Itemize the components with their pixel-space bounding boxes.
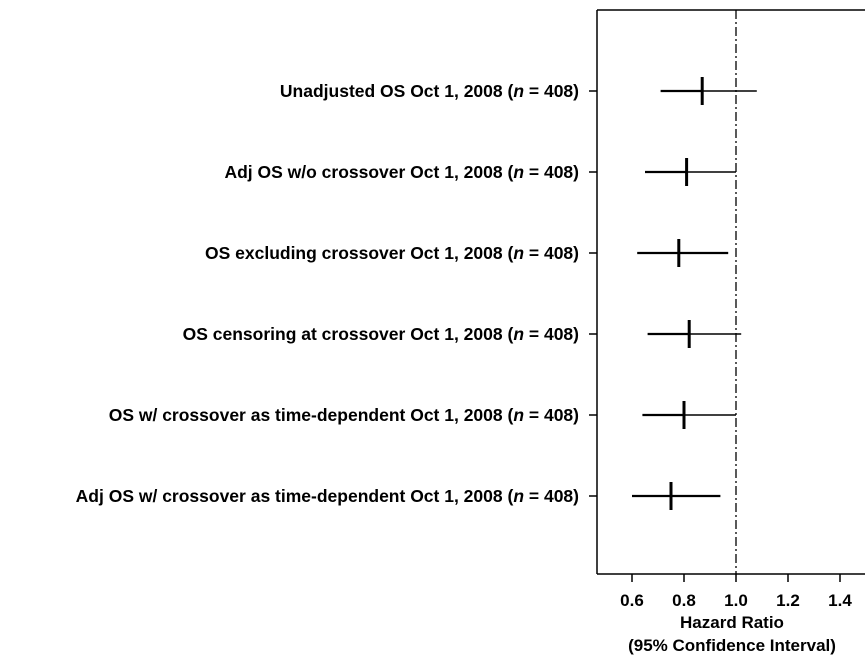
x-axis-subtitle: (95% Confidence Interval) — [628, 636, 836, 655]
forest-row: OS excluding crossover Oct 1, 2008 (n = … — [205, 239, 729, 267]
row-label-suffix: = 408) — [524, 486, 579, 506]
row-label-suffix: = 408) — [524, 405, 579, 425]
forest-row: Adj OS w/o crossover Oct 1, 2008 (n = 40… — [224, 158, 736, 186]
row-label: Unadjusted OS Oct 1, 2008 (n = 408) — [280, 81, 579, 101]
x-tick-label: 0.6 — [620, 591, 644, 610]
x-axis-title: Hazard Ratio — [680, 613, 784, 632]
row-label: Adj OS w/o crossover Oct 1, 2008 (n = 40… — [224, 162, 579, 182]
row-label-main: OS w/ crossover as time-dependent Oct 1,… — [109, 405, 514, 425]
row-label-n: n — [513, 324, 524, 344]
row-label: Adj OS w/ crossover as time-dependent Oc… — [76, 486, 579, 506]
row-label-suffix: = 408) — [524, 162, 579, 182]
forest-row: Adj OS w/ crossover as time-dependent Oc… — [76, 482, 721, 510]
row-label-suffix: = 408) — [524, 81, 579, 101]
row-label-n: n — [513, 162, 524, 182]
row-label-main: Adj OS w/ crossover as time-dependent Oc… — [76, 486, 514, 506]
row-label: OS excluding crossover Oct 1, 2008 (n = … — [205, 243, 579, 263]
row-label: OS censoring at crossover Oct 1, 2008 (n… — [183, 324, 579, 344]
row-label-main: Unadjusted OS Oct 1, 2008 ( — [280, 81, 514, 101]
row-label-n: n — [513, 243, 524, 263]
row-label-n: n — [513, 405, 524, 425]
row-label-n: n — [513, 81, 524, 101]
x-tick-label: 1.0 — [724, 591, 748, 610]
row-label: OS w/ crossover as time-dependent Oct 1,… — [109, 405, 579, 425]
x-tick-label: 1.2 — [776, 591, 800, 610]
forest-row: Unadjusted OS Oct 1, 2008 (n = 408) — [280, 77, 757, 105]
row-label-main: OS censoring at crossover Oct 1, 2008 ( — [183, 324, 514, 344]
forest-row: OS w/ crossover as time-dependent Oct 1,… — [109, 401, 736, 429]
forest-row: OS censoring at crossover Oct 1, 2008 (n… — [183, 320, 742, 348]
x-axis: 0.6 0.8 1.0 1.2 1.4 — [620, 574, 852, 610]
row-label-main: Adj OS w/o crossover Oct 1, 2008 ( — [224, 162, 513, 182]
row-label-n: n — [513, 486, 524, 506]
x-tick-label: 1.4 — [828, 591, 852, 610]
plot-frame — [596, 9, 865, 575]
row-label-suffix: = 408) — [524, 243, 579, 263]
row-label-suffix: = 408) — [524, 324, 579, 344]
row-label-main: OS excluding crossover Oct 1, 2008 ( — [205, 243, 513, 263]
x-tick-label: 0.8 — [672, 591, 696, 610]
rows-layer: Unadjusted OS Oct 1, 2008 (n = 408)Adj O… — [76, 77, 757, 510]
